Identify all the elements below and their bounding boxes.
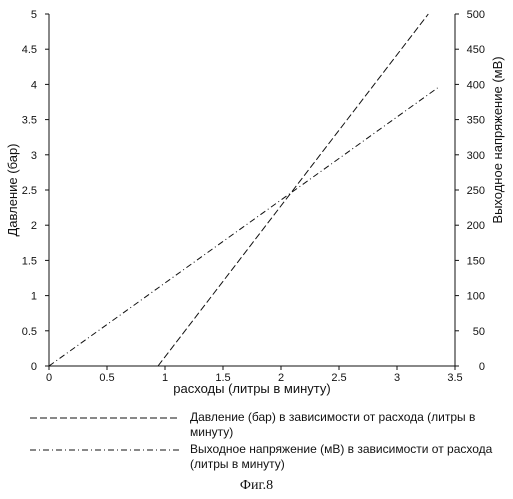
legend-swatch-dashdot [30,448,180,452]
legend: Давление (бар) в зависимости от расхода … [0,410,513,476]
y-right-tick-label: 400 [467,79,485,91]
y-right-tick-label: 150 [467,255,485,267]
x-tick-label: 3.5 [447,372,462,384]
y-left-tick-label: 3 [31,150,37,162]
y-left-axis-title: Давление (бар) [5,143,20,236]
y-right-tick-label: 350 [467,115,485,127]
y-right-tick-label: 300 [467,150,485,162]
y-right-tick-label: 50 [473,326,485,338]
x-tick-label: 1 [162,372,168,384]
y-left-tick-label: 2.5 [22,185,37,197]
y-left-tick-label: 3.5 [22,115,37,127]
legend-label-pressure: Давление (бар) в зависимости от расхода … [190,410,500,440]
x-tick-label: 3 [394,372,400,384]
y-right-tick-label: 250 [467,185,485,197]
y-left-tick-label: 4.5 [22,44,37,56]
y-left-tick-label: 5 [31,9,37,21]
y-left-tick-label: 2 [31,220,37,232]
legend-entry-voltage: Выходное напряжение (мВ) в зависимости о… [30,442,500,474]
figure-caption: Фиг.8 [0,478,513,494]
y-right-tick-label: 450 [467,44,485,56]
y-left-tick-label: 4 [31,79,37,91]
x-tick-label: 0.5 [99,372,114,384]
legend-entry-pressure: Давление (бар) в зависимости от расхода … [30,410,500,442]
y-right-tick-label: 200 [467,220,485,232]
legend-swatch-dashed [30,416,180,420]
x-tick-label: 2.5 [331,372,346,384]
series-line-pressure [158,14,428,366]
y-left-tick-label: 1.5 [22,255,37,267]
x-tick-label: 0 [46,372,52,384]
axes: 00.511.522.533.500.511.522.533.544.55050… [22,9,485,384]
x-axis-title: расходы (литры в минуту) [173,381,330,396]
y-right-axis-title: Выходное напряжение (мВ) [490,56,505,223]
y-left-tick-label: 0.5 [22,326,37,338]
y-right-tick-label: 0 [479,361,485,373]
y-right-tick-label: 100 [467,291,485,303]
series-group [49,14,438,366]
y-left-tick-label: 0 [31,361,37,373]
series-line-voltage [49,88,438,366]
legend-label-voltage: Выходное напряжение (мВ) в зависимости о… [190,442,500,472]
y-right-tick-label: 500 [467,9,485,21]
y-left-tick-label: 1 [31,291,37,303]
